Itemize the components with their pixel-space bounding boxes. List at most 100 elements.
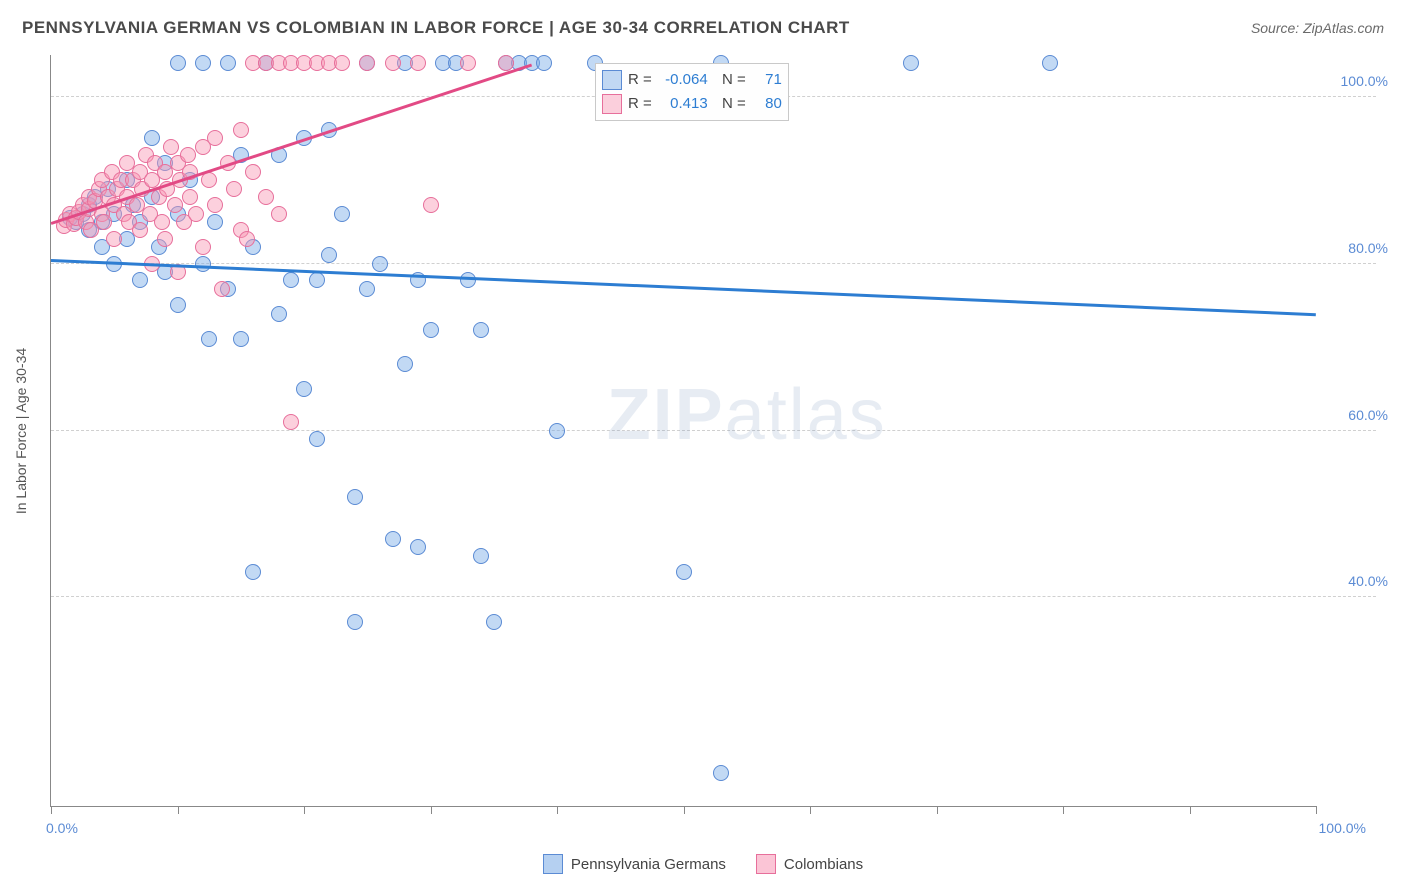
- legend-label: Colombians: [784, 856, 863, 873]
- x-tick: [431, 806, 432, 814]
- legend-label: Pennsylvania Germans: [571, 856, 726, 873]
- source-attribution: Source: ZipAtlas.com: [1251, 20, 1384, 36]
- scatter-point: [226, 181, 242, 197]
- y-tick-label: 80.0%: [1348, 240, 1388, 256]
- x-tick: [1316, 806, 1317, 814]
- stat-r-label: R =: [628, 71, 652, 88]
- scatter-point: [372, 256, 388, 272]
- stats-row: R = 0.413 N = 80: [602, 92, 782, 116]
- y-tick-label: 40.0%: [1348, 573, 1388, 589]
- scatter-point: [157, 231, 173, 247]
- scatter-point: [347, 614, 363, 630]
- scatter-point: [144, 130, 160, 146]
- scatter-point: [220, 55, 236, 71]
- stat-r-value: 0.413: [658, 95, 708, 112]
- scatter-point: [423, 197, 439, 213]
- y-tick-label: 60.0%: [1348, 407, 1388, 423]
- legend-swatch: [602, 94, 622, 114]
- gridline-h: [51, 430, 1376, 431]
- scatter-point: [154, 214, 170, 230]
- scatter-point: [170, 297, 186, 313]
- scatter-point: [188, 206, 204, 222]
- chart-header: PENNSYLVANIA GERMAN VS COLOMBIAN IN LABO…: [0, 0, 1406, 46]
- scatter-point: [347, 489, 363, 505]
- scatter-point: [385, 55, 401, 71]
- scatter-point: [1042, 55, 1058, 71]
- scatter-point: [233, 331, 249, 347]
- x-tick: [1063, 806, 1064, 814]
- stat-n-label: N =: [714, 95, 746, 112]
- legend-item: Colombians: [756, 854, 863, 874]
- scatter-point: [410, 539, 426, 555]
- scatter-point: [473, 548, 489, 564]
- y-tick-label: 100.0%: [1341, 73, 1388, 89]
- stat-n-value: 71: [752, 71, 782, 88]
- scatter-point: [163, 139, 179, 155]
- x-tick: [810, 806, 811, 814]
- scatter-point: [410, 55, 426, 71]
- trend-line: [51, 63, 532, 224]
- scatter-point: [239, 231, 255, 247]
- scatter-point: [385, 531, 401, 547]
- scatter-point: [334, 55, 350, 71]
- scatter-point: [271, 206, 287, 222]
- stat-n-label: N =: [714, 71, 746, 88]
- scatter-point: [536, 55, 552, 71]
- scatter-point: [195, 239, 211, 255]
- x-axis-max-label: 100.0%: [1319, 820, 1366, 836]
- scatter-point: [713, 765, 729, 781]
- chart-plot-area: In Labor Force | Age 30-34 40.0%60.0%80.…: [50, 55, 1316, 807]
- gridline-h: [51, 263, 1376, 264]
- scatter-point: [903, 55, 919, 71]
- scatter-point: [359, 55, 375, 71]
- x-tick: [684, 806, 685, 814]
- scatter-point: [460, 272, 476, 288]
- x-tick: [557, 806, 558, 814]
- scatter-point: [170, 55, 186, 71]
- trend-line: [51, 259, 1316, 316]
- legend-swatch: [756, 854, 776, 874]
- scatter-point: [207, 130, 223, 146]
- legend-swatch: [543, 854, 563, 874]
- stat-r-label: R =: [628, 95, 652, 112]
- scatter-point: [296, 381, 312, 397]
- scatter-point: [309, 272, 325, 288]
- scatter-point: [106, 231, 122, 247]
- scatter-point: [233, 122, 249, 138]
- scatter-point: [283, 272, 299, 288]
- stat-r-value: -0.064: [658, 71, 708, 88]
- chart-title: PENNSYLVANIA GERMAN VS COLOMBIAN IN LABO…: [22, 18, 850, 38]
- scatter-point: [207, 214, 223, 230]
- scatter-point: [283, 414, 299, 430]
- scatter-point: [132, 272, 148, 288]
- scatter-point: [309, 431, 325, 447]
- x-tick: [51, 806, 52, 814]
- scatter-plot: 40.0%60.0%80.0%100.0%R =-0.064 N =71R =0…: [51, 55, 1316, 806]
- correlation-stats-box: R = -0.064 N = 71 R = 0.413 N = 80: [595, 63, 789, 121]
- scatter-point: [258, 189, 274, 205]
- x-axis-min-label: 0.0%: [46, 820, 78, 836]
- scatter-point: [195, 55, 211, 71]
- scatter-point: [201, 172, 217, 188]
- legend-swatch: [602, 70, 622, 90]
- x-tick: [178, 806, 179, 814]
- scatter-point: [245, 164, 261, 180]
- scatter-point: [334, 206, 350, 222]
- scatter-point: [271, 306, 287, 322]
- bottom-legend: Pennsylvania Germans Colombians: [0, 854, 1406, 874]
- scatter-point: [96, 214, 112, 230]
- scatter-point: [245, 564, 261, 580]
- x-tick: [304, 806, 305, 814]
- scatter-point: [182, 189, 198, 205]
- stat-n-value: 80: [752, 95, 782, 112]
- scatter-point: [397, 356, 413, 372]
- scatter-point: [195, 256, 211, 272]
- scatter-point: [676, 564, 692, 580]
- scatter-point: [132, 222, 148, 238]
- y-axis-title: In Labor Force | Age 30-34: [13, 347, 29, 513]
- scatter-point: [214, 281, 230, 297]
- legend-item: Pennsylvania Germans: [543, 854, 726, 874]
- x-tick: [1190, 806, 1191, 814]
- scatter-point: [473, 322, 489, 338]
- scatter-point: [423, 322, 439, 338]
